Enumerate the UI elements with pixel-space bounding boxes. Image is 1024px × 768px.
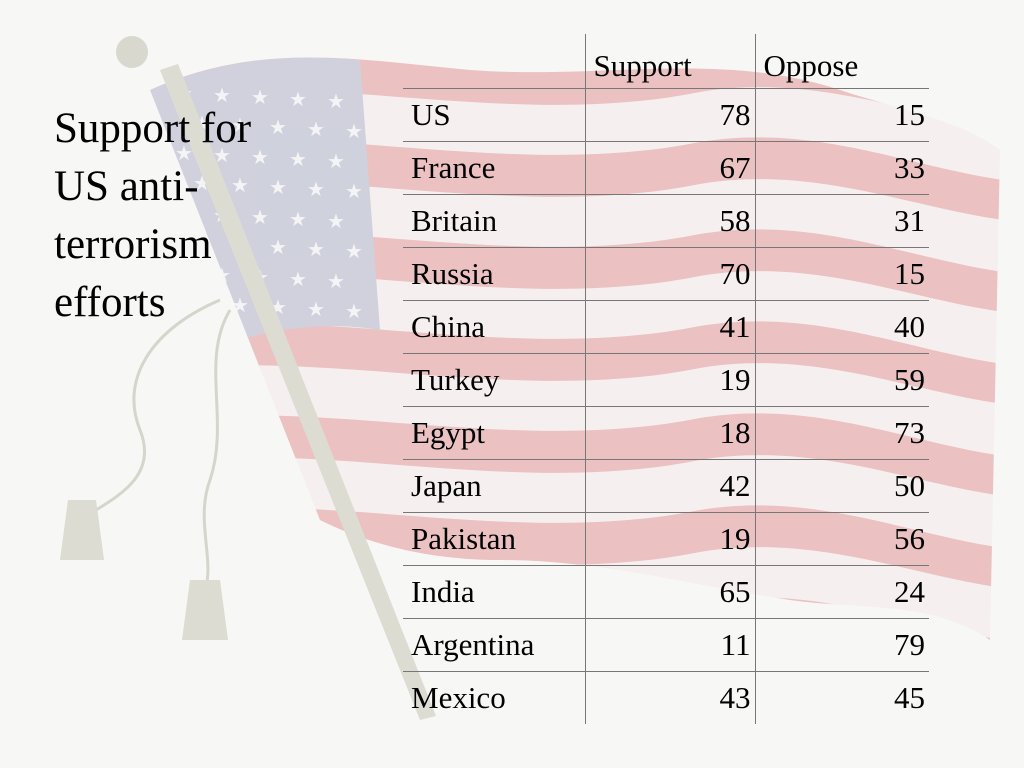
flag-star-icon: ★ [289,87,307,111]
oppose-cell: 79 [754,618,929,672]
flag-star-icon: ★ [213,143,231,167]
data-table: Support Oppose US 78 15 France 67 33 Britain 58… [403,34,929,724]
flag-pole [160,64,436,720]
oppose-cell: 73 [754,406,929,460]
flag-star-icon: ★ [251,205,269,229]
support-cell: 67 [584,141,755,195]
flag-cord [79,298,221,522]
table-body: US 78 15 France 67 33 Britain 58 31 Russia 70 15 Chi… [403,88,929,724]
table-row: Argentina 11 79 [403,618,929,672]
oppose-cell: 24 [754,565,929,619]
support-cell: 41 [584,300,755,354]
table-row: India 65 24 [403,565,929,619]
tassel-left [60,500,104,560]
support-cell: 43 [584,671,755,724]
oppose-cell: 59 [754,353,929,407]
support-cell: 19 [584,353,755,407]
flag-star-icon: ★ [345,179,363,203]
country-cell: Egypt [403,406,585,460]
country-cell: Russia [403,247,585,301]
oppose-cell: 45 [754,671,929,724]
flag-star-icon: ★ [345,299,363,323]
support-cell: 58 [584,194,755,248]
country-cell: US [403,88,585,142]
flag-star-icon: ★ [327,89,345,113]
oppose-cell: 50 [754,459,929,513]
country-cell: India [403,565,585,619]
flag-star-icon: ★ [213,83,231,107]
flag-star-icon: ★ [327,209,345,233]
header-country [403,34,585,89]
flag-star-icon: ★ [251,85,269,109]
table-row: Japan 42 50 [403,459,929,513]
flag-star-icon: ★ [251,145,269,169]
country-cell: Japan [403,459,585,513]
table-row: Turkey 19 59 [403,353,929,407]
country-cell: Argentina [403,618,585,672]
oppose-cell: 31 [754,194,929,248]
flag-star-icon: ★ [307,237,325,261]
table-row: US 78 15 [403,88,929,142]
flag-cord-2 [202,309,232,591]
flag-star-icon: ★ [345,239,363,263]
flag-star-icon: ★ [269,235,287,259]
country-cell: Britain [403,194,585,248]
oppose-cell: 56 [754,512,929,566]
flag-star-icon: ★ [289,207,307,231]
flag-star-icon: ★ [307,117,325,141]
oppose-cell: 15 [754,247,929,301]
flag-star-icon: ★ [307,177,325,201]
flag-star-icon: ★ [327,269,345,293]
support-cell: 42 [584,459,755,513]
support-cell: 11 [584,618,755,672]
country-cell: Turkey [403,353,585,407]
table-row: Britain 58 31 [403,194,929,248]
country-cell: France [403,141,585,195]
country-cell: Mexico [403,671,585,724]
table-row: Pakistan 19 56 [403,512,929,566]
oppose-cell: 40 [754,300,929,354]
table-row: Egypt 18 73 [403,406,929,460]
oppose-cell: 33 [754,141,929,195]
header-support: Support [584,34,755,89]
table-header-row: Support Oppose [403,34,929,89]
flag-star-icon: ★ [231,173,249,197]
support-cell: 70 [584,247,755,301]
flag-star-icon: ★ [175,141,193,165]
oppose-cell: 15 [754,88,929,142]
header-oppose: Oppose [754,34,929,89]
flag-star-icon: ★ [345,119,363,143]
country-cell: Pakistan [403,512,585,566]
table-row: China 41 40 [403,300,929,354]
flag-star-icon: ★ [231,113,249,137]
tassel-right [182,580,228,640]
table-row: Mexico 43 45 [403,671,929,724]
country-cell: China [403,300,585,354]
table-row: Russia 70 15 [403,247,929,301]
flag-star-icon: ★ [269,175,287,199]
flag-star-icon: ★ [327,149,345,173]
table-row: France 67 33 [403,141,929,195]
support-cell: 19 [584,512,755,566]
flag-star-icon: ★ [289,147,307,171]
flag-star-icon: ★ [269,115,287,139]
pole-finial [116,36,148,68]
support-cell: 78 [584,88,755,142]
slide-title: Support for US anti-terrorism efforts [54,105,252,326]
support-cell: 18 [584,406,755,460]
support-cell: 65 [584,565,755,619]
flag-star-icon: ★ [289,267,307,291]
flag-star-icon: ★ [307,297,325,321]
